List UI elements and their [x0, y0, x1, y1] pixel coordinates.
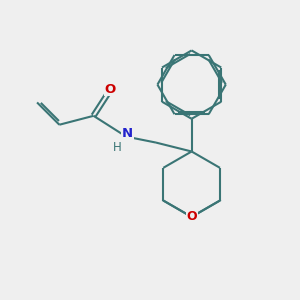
- Text: H: H: [113, 140, 122, 154]
- Text: N: N: [122, 127, 133, 140]
- Text: O: O: [104, 82, 116, 96]
- Text: O: O: [186, 210, 197, 224]
